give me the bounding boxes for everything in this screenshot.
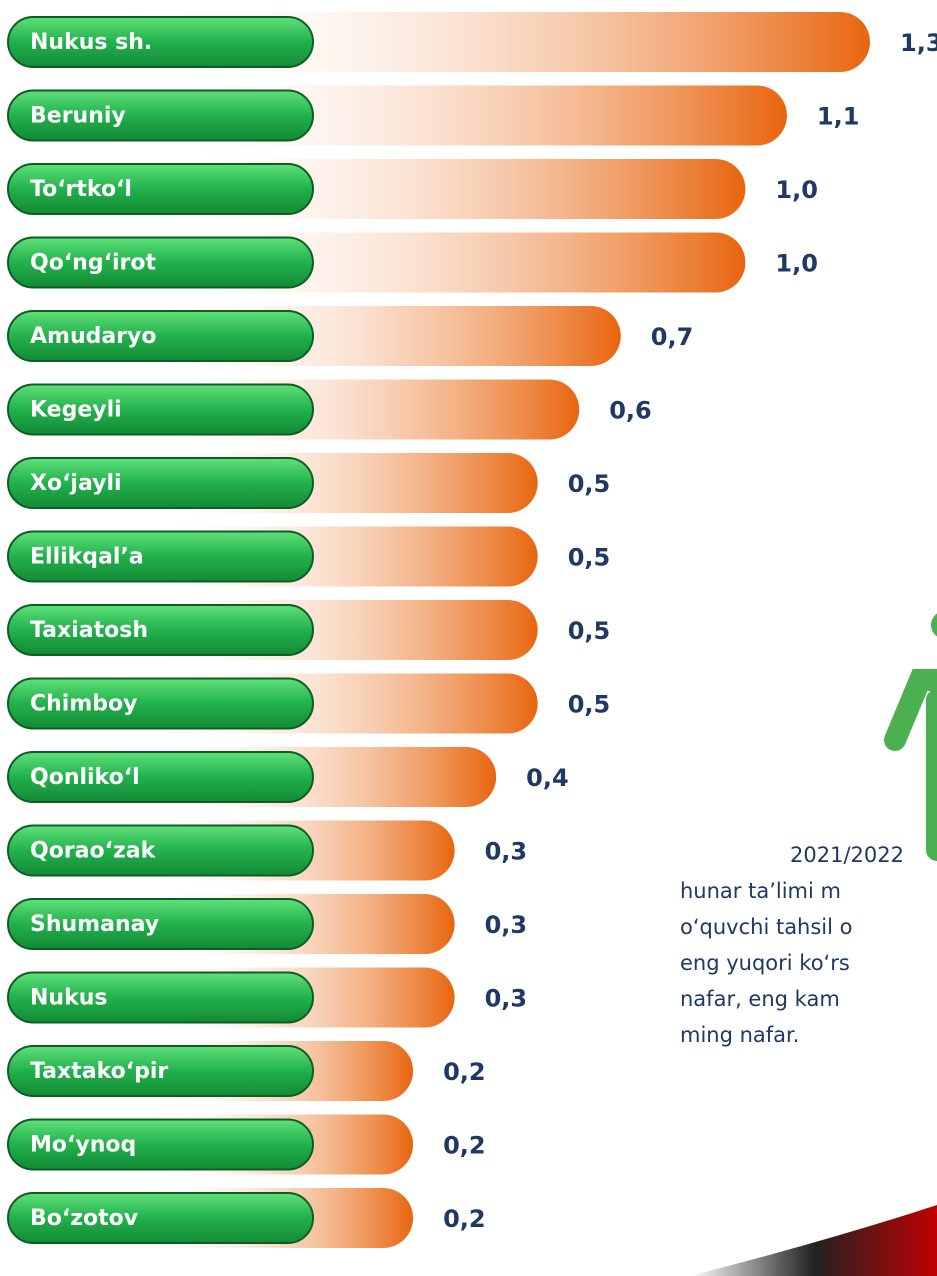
category-label: Qo‘ng‘irot: [30, 251, 156, 276]
value-label: 0,5: [568, 470, 611, 498]
category-label: Taxtako‘pir: [30, 1059, 168, 1084]
value-label: 0,2: [443, 1132, 486, 1160]
value-label: 0,5: [568, 544, 611, 572]
category-label: Nukus sh.: [30, 30, 152, 55]
category-label: Bo‘zotov: [30, 1206, 139, 1231]
category-label: Shumanay: [30, 912, 159, 937]
category-label: Beruniy: [30, 104, 126, 129]
annotation-line: ming nafar.: [680, 1023, 799, 1047]
value-label: 0,7: [651, 323, 694, 351]
value-label: 0,3: [485, 985, 528, 1013]
category-label: Amudaryo: [30, 324, 157, 349]
category-label: Qonliko‘l: [30, 765, 140, 790]
value-label: 0,5: [568, 617, 611, 645]
category-label: Xo‘jayli: [30, 471, 122, 496]
value-label: 1,0: [775, 176, 818, 204]
value-label: 0,3: [485, 838, 528, 866]
chart: 2021/2022 hunar ta’limi m o‘quvchi tahsil …: [0, 0, 937, 1276]
decor-swoosh: [690, 1205, 937, 1276]
category-label: Ellikqal’a: [30, 545, 144, 570]
annotation-line: eng yuqori ko‘rs: [680, 951, 850, 975]
annotation: 2021/2022 hunar ta’limi m o‘quvchi tahsil …: [680, 843, 904, 1047]
annotation-line: o‘quvchi tahsil o: [680, 915, 853, 939]
value-label: 1,3: [900, 29, 937, 57]
value-label: 1,1: [817, 103, 860, 131]
category-label: Mo‘ynoq: [30, 1133, 136, 1158]
person-icon: [895, 611, 937, 850]
value-label: 0,3: [485, 911, 528, 939]
category-label: Chimboy: [30, 692, 137, 717]
category-label: Kegeyli: [30, 398, 122, 423]
annotation-line: 2021/2022: [790, 843, 904, 867]
value-label: 0,5: [568, 691, 611, 719]
category-label: Qorao‘zak: [30, 839, 157, 864]
category-label: Nukus: [30, 986, 107, 1011]
value-label: 0,4: [526, 764, 569, 792]
value-label: 0,2: [443, 1058, 486, 1086]
category-label: Taxiatosh: [30, 618, 148, 643]
annotation-line: nafar, eng kam: [680, 987, 840, 1011]
value-label: 0,2: [443, 1205, 486, 1233]
annotation-line: hunar ta’limi m: [680, 879, 841, 903]
category-label: To‘rtko‘l: [30, 177, 132, 202]
value-label: 0,6: [609, 397, 652, 425]
value-label: 1,0: [775, 250, 818, 278]
